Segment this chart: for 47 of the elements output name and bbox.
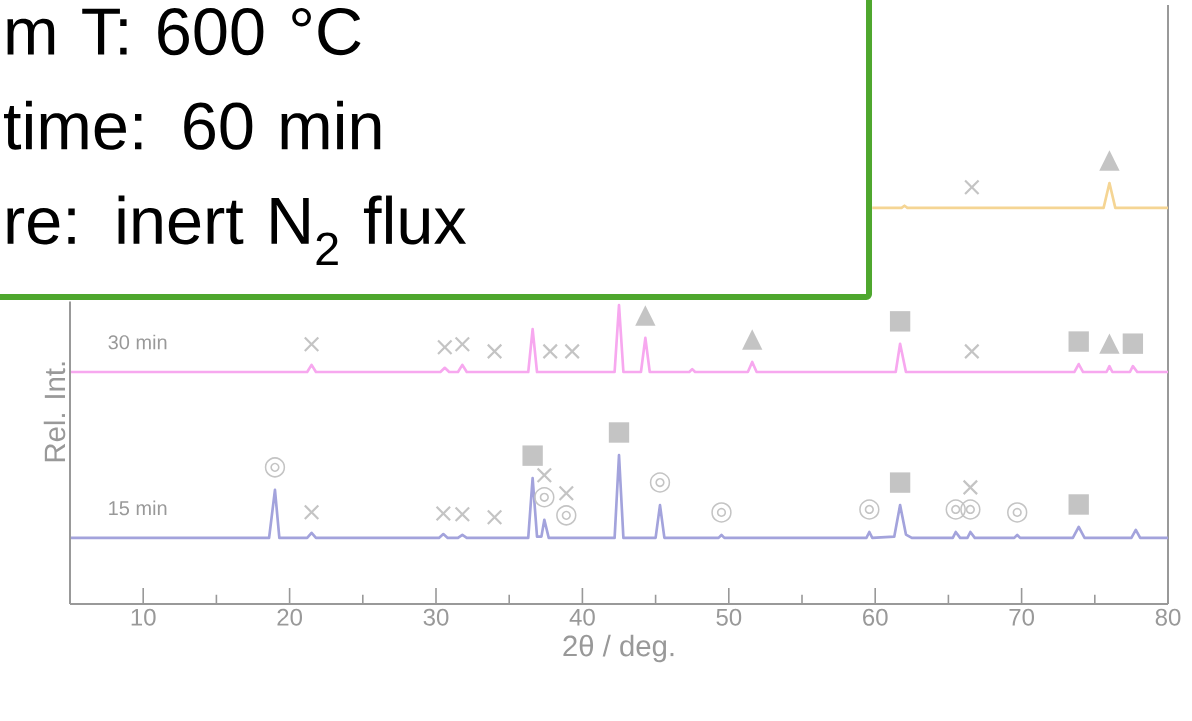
annotation: ◎ xyxy=(264,457,286,478)
annotation: ■ xyxy=(522,445,543,466)
annotation: ▲ xyxy=(742,329,763,350)
annotation: × xyxy=(558,485,574,501)
annotation: ■ xyxy=(889,472,911,493)
annotation: × xyxy=(304,504,320,520)
annotation: × xyxy=(964,179,980,195)
annotation: × xyxy=(964,343,980,359)
annotation: × xyxy=(435,505,451,522)
annotation: × xyxy=(487,509,503,525)
y-axis-title: Rel. Int. xyxy=(43,362,66,462)
x-axis-title: 2θ / deg. xyxy=(563,634,674,663)
annotation: ■ xyxy=(889,311,911,332)
annotation: × xyxy=(304,336,320,352)
annotation: ▲ xyxy=(1099,150,1120,171)
annotation: ■ xyxy=(1068,331,1089,352)
annotation: × xyxy=(454,506,470,522)
text: m T: 600 °C xyxy=(7,7,361,56)
series-label: 15 min xyxy=(109,500,167,516)
annotation: ■ xyxy=(608,422,630,443)
annotation: × xyxy=(542,343,558,359)
annotation: ◎ xyxy=(859,499,880,520)
x-tick-label: 70 xyxy=(1009,608,1035,626)
x-tick-label: 60 xyxy=(863,608,888,626)
annotation: ◎ xyxy=(1007,502,1028,523)
annotation: re: inert N$_{2}$ flux xyxy=(7,195,467,265)
x-tick-label: 10 xyxy=(131,608,156,626)
annotation: ▲ xyxy=(1099,333,1120,354)
annotation: ◎ xyxy=(649,472,671,493)
text: time: 60 min xyxy=(4,100,381,150)
x-tick-label: 80 xyxy=(1155,608,1181,626)
annotation: × xyxy=(487,343,503,359)
annotation: ◎ xyxy=(711,502,732,523)
annotation: × xyxy=(536,467,552,483)
series-label: 30 min xyxy=(108,334,167,350)
annotation: × xyxy=(437,339,453,355)
x-tick-label: 20 xyxy=(277,608,303,626)
annotation: ◎ xyxy=(556,505,577,526)
annotation: ■ xyxy=(1068,494,1089,515)
annotation: × xyxy=(962,479,978,495)
annotation: × xyxy=(564,343,580,359)
x-tick-label: 50 xyxy=(716,608,742,626)
annotation: × xyxy=(454,336,470,352)
x-tick-label: 30 xyxy=(423,608,449,626)
annotation: ■ xyxy=(1122,333,1144,354)
annotation: ▲ xyxy=(635,305,656,326)
x-tick-label: 40 xyxy=(569,608,595,626)
